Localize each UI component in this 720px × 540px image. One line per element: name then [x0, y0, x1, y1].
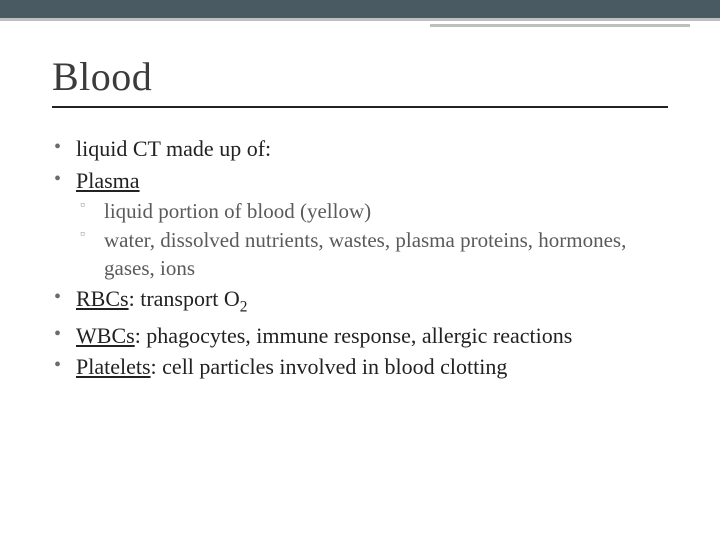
bullet-term: Platelets — [76, 354, 151, 379]
sub-list-item: water, dissolved nutrients, wastes, plas… — [104, 226, 668, 283]
bullet-rest: : cell particles involved in blood clott… — [151, 354, 508, 379]
slide-title: Blood — [52, 53, 668, 108]
bullet-text: liquid CT made up of: — [76, 136, 271, 161]
bullet-term: RBCs — [76, 286, 129, 311]
list-item: Platelets: cell particles involved in bl… — [76, 352, 668, 382]
sub-list: liquid portion of blood (yellow) water, … — [76, 197, 668, 282]
bullet-term: WBCs — [76, 323, 135, 348]
bullet-term: Plasma — [76, 168, 140, 193]
list-item: liquid CT made up of: — [76, 134, 668, 164]
sub-text: water, dissolved nutrients, wastes, plas… — [104, 228, 626, 280]
slide-content: Blood liquid CT made up of: Plasma liqui… — [0, 21, 720, 382]
list-item: RBCs: transport O2 — [76, 284, 668, 318]
sub-list-item: liquid portion of blood (yellow) — [104, 197, 668, 225]
bullet-list: liquid CT made up of: Plasma liquid port… — [52, 134, 668, 382]
sub-text: liquid portion of blood (yellow) — [104, 199, 371, 223]
top-bar — [0, 0, 720, 18]
accent-bar-right — [430, 24, 690, 27]
bullet-rest: : transport O — [129, 286, 240, 311]
subscript: 2 — [240, 299, 248, 316]
bullet-rest: : phagocytes, immune response, allergic … — [135, 323, 573, 348]
list-item: WBCs: phagocytes, immune response, aller… — [76, 321, 668, 351]
list-item: Plasma liquid portion of blood (yellow) … — [76, 166, 668, 283]
